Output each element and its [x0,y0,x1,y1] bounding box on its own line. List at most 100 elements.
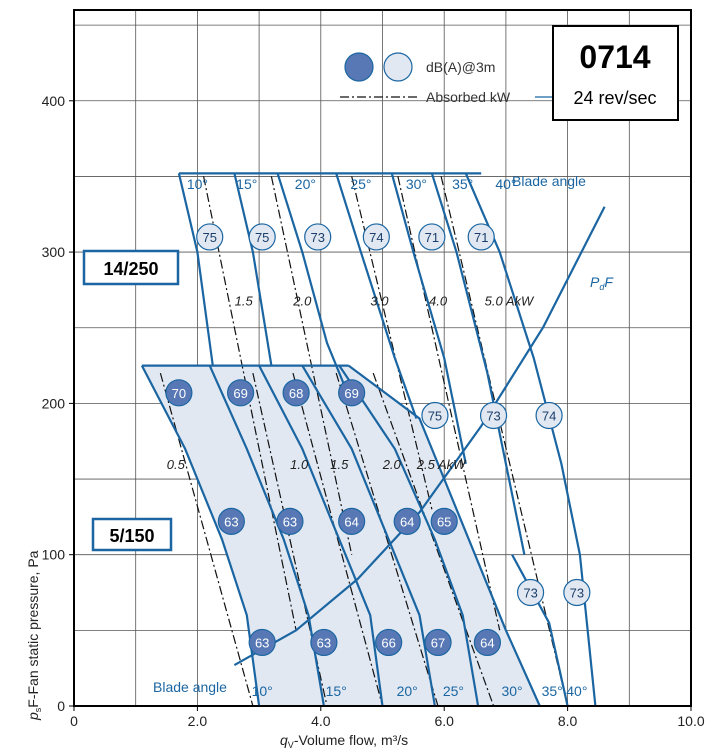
db-marker [248,223,276,251]
blade-curve-upper [335,173,418,419]
db-marker [421,401,449,430]
kw-label: 1.5 [235,294,254,309]
db-marker-value: 64 [400,514,414,529]
db-marker-value: 63 [283,514,297,529]
blade-angle-label: 20° [295,176,316,192]
y-tick-label: 100 [42,547,66,563]
kw-line [292,372,384,707]
blade-curve-upper [276,173,353,404]
kw-line [372,372,495,707]
pdf-curve-line [233,206,606,667]
db-marker [196,223,224,251]
y-tick-label: 400 [42,93,66,109]
blade-curve-lower [258,365,384,707]
blade-angle-label: 35° [542,683,563,699]
x-tick-label: 10.0 [677,713,704,729]
db-marker-value: 73 [570,586,584,601]
db-marker [535,401,563,430]
chart-subtitle: 24 rev/sec [573,88,656,108]
blade-angle-label: 15° [326,683,347,699]
plot-frame [73,9,692,707]
db-marker [282,379,310,407]
blade-angle-label: 20° [397,683,418,699]
kw-line [203,176,297,631]
x-tick-label: 8.0 [558,713,578,729]
db-marker-value: 63 [317,635,331,650]
x-tick-label: 6.0 [434,713,454,729]
blade-angle-label: 25° [443,683,464,699]
blade-curve-lower [347,364,541,707]
db-marker [430,507,458,536]
blade-curve-upper [430,173,526,555]
blade-curve-upper [177,173,214,366]
pdf-label-prefix: P [590,274,600,290]
db-marker-value: 69 [233,386,247,401]
db-marker-value: 74 [369,230,383,245]
lower-section-fill [141,365,540,706]
blade-angle-caption-lower: Blade angle [153,679,227,695]
db-marker [467,223,495,251]
y-tick-label: 300 [42,244,66,260]
x-axis-title-suffix: -Volume flow, m³/s [294,732,408,748]
section-label-upper: 14/250 [103,259,158,279]
kw-label: 1.5 [330,457,349,472]
db-marker [375,628,403,657]
chart-title: 0714 [579,39,650,75]
db-marker [276,507,304,536]
blade-curve-lower [511,554,569,707]
x-axis-title-sub: V [288,740,294,750]
blade-angle-label: 40° [566,683,587,699]
db-marker [424,628,452,657]
section-label-lower: 5/150 [109,526,154,546]
db-marker [304,223,332,251]
title-box-frame [552,25,679,121]
db-marker-value: 64 [480,635,494,650]
db-marker [516,578,545,607]
db-marker-value: 63 [255,635,269,650]
db-marker [393,507,421,536]
db-marker [217,507,245,536]
kw-label: 2.0 [382,457,402,472]
db-marker-value: 65 [437,514,451,529]
db-marker [165,379,193,407]
blade-angle-label: 40° [495,176,516,192]
legend-kw-label: Absorbed kW [426,89,511,105]
y-axis-title: psF-Fan static pressure, Pa [25,550,43,721]
db-marker-value: 75 [255,230,269,245]
pdf-label-sub: d [599,282,605,292]
x-tick-label: 2.0 [188,713,208,729]
kw-line [440,176,569,707]
x-tick-label: 0 [70,713,78,729]
db-marker [310,628,338,657]
blade-angle-label: 10° [252,683,273,699]
db-marker-value: 75 [203,230,217,245]
section-box-upper [82,249,180,286]
db-marker-value: 71 [474,230,488,245]
blade-curve-upper [390,173,467,465]
blade-angle-label: 35° [452,176,473,192]
pdf-label: PdF [590,274,614,292]
db-markers: 75 75 73 74 71 71 75 73 74 73 73 70 69 68 69 63 63 64 64 65… [165,223,591,657]
pdf-label-suffix: F [604,274,614,290]
blade-angle-curves [140,172,597,707]
y-tick-label: 200 [42,395,66,411]
legend: dB(A)@3m Absorbed kW [340,52,553,105]
db-marker [338,379,366,407]
y-axis-title-prefix: p [25,712,41,721]
kw-label: 5.0 AkW [485,294,535,309]
legend-dark-marker [344,52,374,82]
db-marker [362,223,390,251]
title-box: 0714 24 rev/sec [552,25,679,121]
y-axis-title-sub: s [33,707,43,712]
db-marker [248,628,276,657]
db-marker [479,401,508,430]
blade-angle-caption-upper: Blade angle [512,173,586,189]
blade-angle-label: 10° [187,176,208,192]
blade-curve-lower [301,365,436,707]
db-marker [473,628,501,657]
kw-label: 3.0 [370,294,389,309]
x-axis-title: qV-Volume flow, m³/s [280,732,408,750]
db-marker-value: 70 [172,386,186,401]
